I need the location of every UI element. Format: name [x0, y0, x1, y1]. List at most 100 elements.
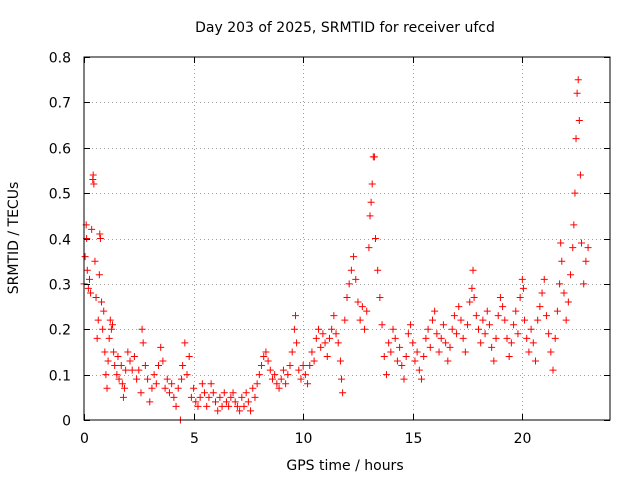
data-point — [291, 312, 299, 320]
data-point — [367, 198, 375, 206]
data-point — [366, 212, 374, 220]
data-point — [229, 389, 237, 397]
data-point — [107, 325, 115, 333]
data-point — [338, 375, 346, 383]
data-point — [304, 380, 312, 388]
data-point — [584, 244, 592, 252]
data-point — [117, 362, 125, 370]
data-point — [139, 339, 147, 347]
data-point — [361, 325, 369, 333]
x-tick-label: 15 — [405, 431, 423, 447]
data-point — [185, 352, 193, 360]
data-point — [301, 371, 309, 379]
data-point — [531, 357, 539, 365]
data-point — [560, 289, 568, 297]
data-point — [100, 307, 108, 315]
y-tick-label: 0.7 — [49, 96, 71, 112]
data-point — [271, 371, 279, 379]
data-point — [242, 389, 250, 397]
y-tick-label: 0 — [62, 414, 71, 430]
data-point — [174, 384, 182, 392]
data-point — [99, 325, 107, 333]
data-point — [190, 384, 198, 392]
data-point — [118, 380, 126, 388]
data-point — [363, 307, 371, 315]
data-point — [89, 171, 97, 179]
data-point — [499, 303, 507, 311]
data-point — [201, 389, 209, 397]
data-point — [279, 366, 287, 374]
data-point — [475, 325, 482, 333]
data-point — [352, 275, 360, 283]
data-point — [336, 357, 344, 365]
data-point — [400, 375, 408, 383]
data-point — [483, 307, 491, 315]
data-point — [564, 298, 572, 306]
data-point — [573, 89, 581, 97]
data-point — [457, 316, 465, 324]
y-tick-label: 0.5 — [49, 187, 71, 203]
data-point — [439, 321, 447, 329]
data-point — [187, 393, 195, 401]
data-point — [385, 339, 393, 347]
data-point — [83, 266, 91, 274]
data-point — [521, 316, 529, 324]
data-point — [260, 352, 268, 360]
data-point — [398, 362, 406, 370]
data-point — [402, 352, 410, 360]
tick-labels: 0 0.1 0.2 0.3 0.4 0.5 0.6 0.7 0.8 0 5 10 15 20 — [49, 51, 532, 448]
x-axis-label: GPS time / hours — [286, 458, 403, 474]
data-point — [128, 366, 136, 374]
data-point — [368, 180, 376, 188]
data-point — [194, 402, 202, 410]
data-point — [321, 339, 329, 347]
data-point — [370, 153, 378, 161]
data-point — [119, 393, 127, 401]
data-point — [433, 330, 441, 338]
data-point — [437, 334, 445, 342]
data-point — [122, 366, 130, 374]
data-point — [332, 330, 340, 338]
grid-lines — [84, 57, 610, 420]
data-point — [157, 343, 165, 351]
data-point — [393, 357, 401, 365]
data-point — [90, 180, 98, 188]
data-point — [105, 334, 113, 342]
data-point — [218, 402, 226, 410]
data-point — [426, 343, 434, 351]
data-point — [203, 402, 211, 410]
data-point — [479, 316, 487, 324]
data-point — [144, 375, 152, 383]
data-point — [264, 357, 272, 365]
data-point — [547, 348, 555, 356]
data-point — [358, 303, 366, 311]
data-point — [244, 398, 252, 406]
data-point — [448, 325, 456, 333]
data-point — [510, 321, 518, 329]
data-point — [258, 362, 266, 370]
data-point — [165, 389, 173, 397]
data-point — [507, 339, 515, 347]
data-point — [222, 398, 230, 406]
data-point — [268, 375, 276, 383]
data-point — [407, 321, 415, 329]
data-point — [310, 357, 318, 365]
data-point — [538, 289, 546, 297]
data-point — [299, 362, 307, 370]
data-point — [262, 348, 270, 356]
data-point — [130, 352, 138, 360]
data-point — [113, 371, 121, 379]
y-tick-label: 0.2 — [49, 323, 71, 339]
data-point — [88, 225, 96, 233]
data-point — [108, 321, 116, 329]
data-point — [562, 316, 570, 324]
data-point — [516, 293, 524, 301]
data-point — [319, 330, 327, 338]
data-point — [212, 398, 219, 406]
data-point — [492, 334, 500, 342]
data-point — [111, 362, 119, 370]
data-point — [95, 271, 103, 279]
data-point — [461, 348, 469, 356]
data-point — [84, 284, 92, 292]
